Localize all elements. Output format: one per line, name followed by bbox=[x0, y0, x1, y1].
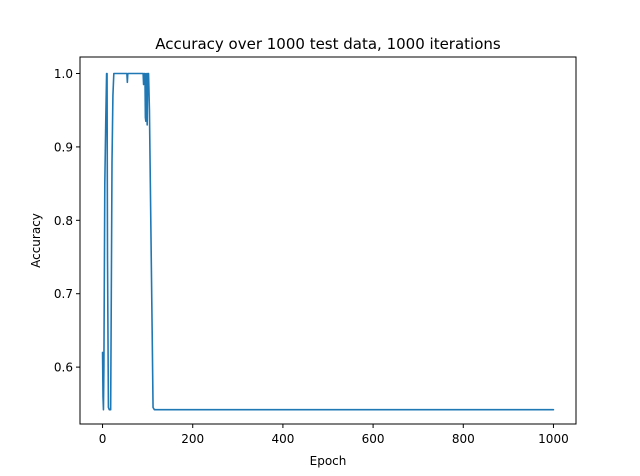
x-tick-label: 800 bbox=[452, 432, 475, 446]
y-axis-label: Accuracy bbox=[29, 213, 43, 268]
x-tick-label: 0 bbox=[99, 432, 107, 446]
x-tick-label: 600 bbox=[362, 432, 385, 446]
chart-title: Accuracy over 1000 test data, 1000 itera… bbox=[155, 35, 501, 53]
y-tick-label: 1.0 bbox=[54, 67, 73, 81]
x-tick-label: 1000 bbox=[538, 432, 569, 446]
y-tick-label: 0.9 bbox=[54, 140, 73, 154]
y-tick-label: 0.8 bbox=[54, 214, 73, 228]
x-axis-label: Epoch bbox=[310, 454, 347, 468]
plot-frame bbox=[79, 56, 577, 425]
accuracy-series-line bbox=[101, 72, 555, 411]
x-tick-label: 400 bbox=[271, 432, 294, 446]
y-tick-label: 0.6 bbox=[54, 361, 73, 375]
x-tick-label: 200 bbox=[181, 432, 204, 446]
plot-layer bbox=[101, 72, 555, 411]
y-tick-label: 0.7 bbox=[54, 287, 73, 301]
ticks-layer: 0 200 400 600 800 1000 0.6 0.7 0.8 0.9 1.0 bbox=[54, 67, 569, 446]
